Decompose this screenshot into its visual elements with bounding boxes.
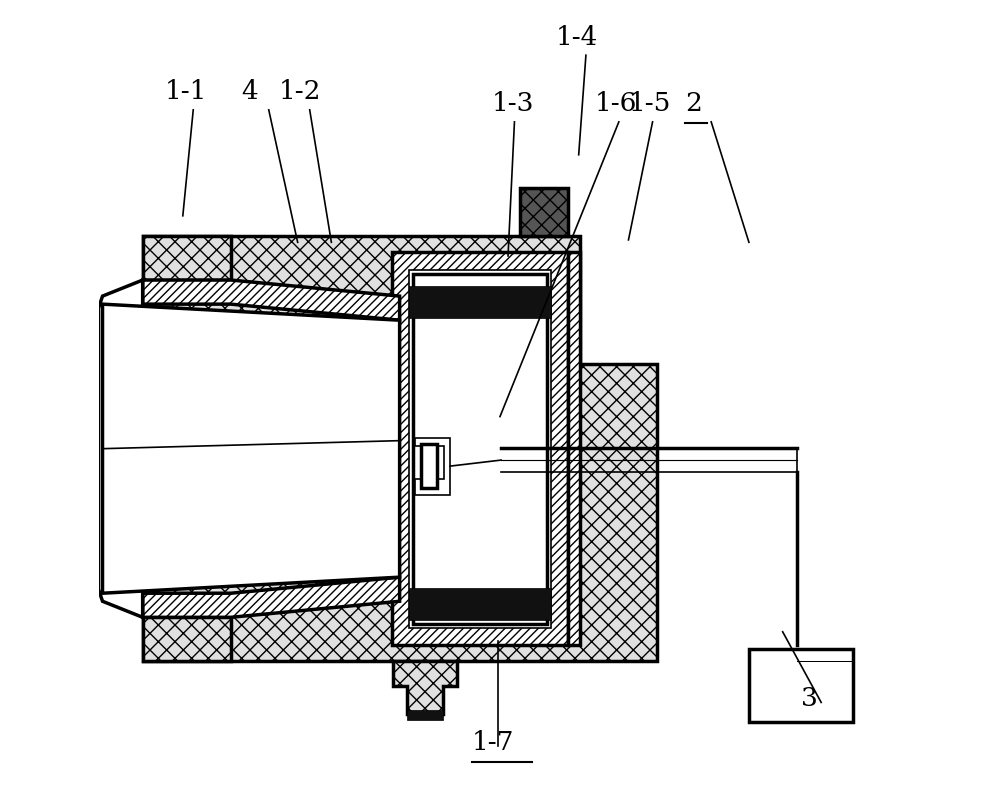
Text: 1-3: 1-3 xyxy=(492,91,534,116)
Polygon shape xyxy=(393,662,457,714)
Bar xyxy=(520,188,568,237)
Text: 1-7: 1-7 xyxy=(472,729,514,754)
Text: 1-2: 1-2 xyxy=(279,79,322,104)
Text: 1-5: 1-5 xyxy=(628,91,671,116)
Text: 2: 2 xyxy=(685,91,702,116)
Polygon shape xyxy=(99,281,143,618)
Polygon shape xyxy=(143,618,231,662)
Polygon shape xyxy=(143,281,400,321)
Bar xyxy=(413,274,547,624)
Polygon shape xyxy=(415,438,450,495)
Polygon shape xyxy=(143,577,400,618)
Text: 1-6: 1-6 xyxy=(595,91,637,116)
Bar xyxy=(421,444,437,488)
Text: 4: 4 xyxy=(241,79,258,104)
Polygon shape xyxy=(103,305,400,593)
Text: 3: 3 xyxy=(801,685,818,710)
Bar xyxy=(407,711,443,720)
Text: 1-4: 1-4 xyxy=(556,25,599,50)
Bar xyxy=(409,286,551,318)
Polygon shape xyxy=(143,237,657,662)
Bar xyxy=(568,253,580,646)
Text: 1-1: 1-1 xyxy=(164,79,207,104)
Bar xyxy=(409,588,551,620)
Polygon shape xyxy=(392,253,568,646)
Polygon shape xyxy=(143,237,231,281)
Bar xyxy=(409,270,551,628)
Bar xyxy=(749,650,853,722)
